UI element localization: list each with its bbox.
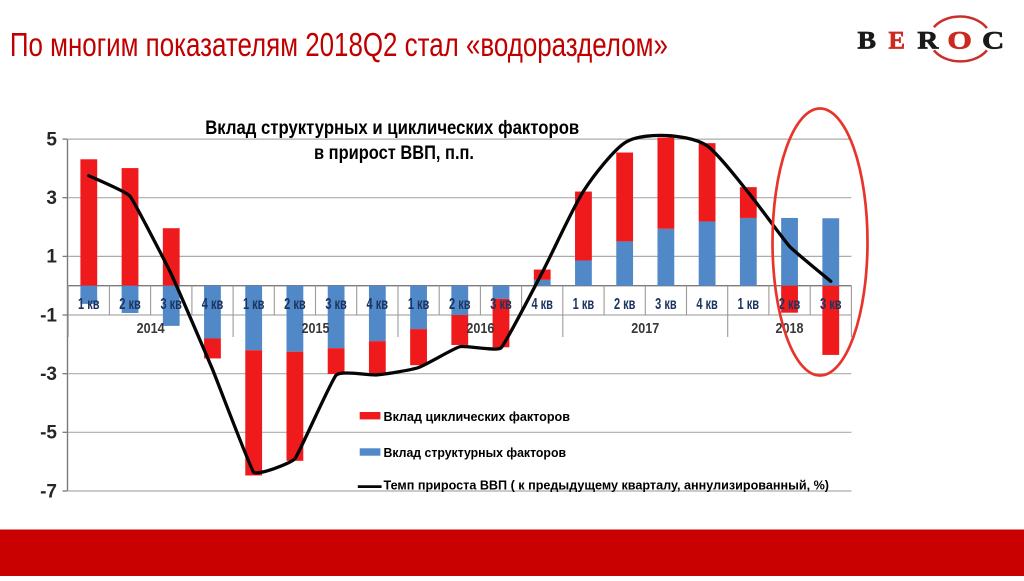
svg-text:R: R (917, 28, 939, 55)
svg-text:2 кв: 2 кв (119, 296, 141, 313)
svg-text:2014: 2014 (137, 321, 165, 337)
svg-text:2017: 2017 (631, 321, 659, 337)
svg-text:2 кв: 2 кв (284, 296, 306, 313)
svg-text:2015: 2015 (302, 321, 330, 337)
svg-text:1 кв: 1 кв (738, 296, 760, 313)
svg-text:3 кв: 3 кв (160, 296, 182, 313)
svg-text:1 кв: 1 кв (573, 296, 595, 313)
svg-text:2 кв: 2 кв (614, 296, 636, 313)
svg-text:-1: -1 (40, 305, 57, 326)
svg-text:2018: 2018 (776, 321, 804, 337)
svg-text:3 кв: 3 кв (325, 296, 347, 313)
svg-text:2 кв: 2 кв (449, 296, 471, 313)
svg-text:4 кв: 4 кв (696, 296, 718, 313)
svg-text:1 кв: 1 кв (408, 296, 430, 313)
svg-text:C: C (982, 28, 1004, 55)
svg-text:-5: -5 (40, 423, 57, 444)
svg-text:в прирост ВВП, п.п.: в прирост ВВП, п.п. (314, 143, 474, 164)
svg-text:Темп прироста ВВП ( к предыдущ: Темп прироста ВВП ( к предыдущему кварта… (384, 478, 830, 493)
svg-text:4 кв: 4 кв (531, 296, 553, 313)
svg-text:1 кв: 1 кв (243, 296, 265, 313)
svg-text:1: 1 (46, 247, 57, 268)
svg-text:3: 3 (46, 188, 57, 209)
svg-text:4 кв: 4 кв (202, 296, 224, 313)
svg-text:Вклад структурных факторов: Вклад структурных факторов (384, 445, 567, 460)
svg-text:-3: -3 (40, 364, 57, 385)
svg-text:5: 5 (46, 129, 57, 150)
svg-text:Вклад структурных и циклически: Вклад структурных и циклических факторов (205, 118, 579, 139)
svg-text:B: B (858, 28, 877, 55)
svg-text:-7: -7 (40, 481, 57, 502)
svg-text:4 кв: 4 кв (367, 296, 389, 313)
svg-text:3 кв: 3 кв (820, 296, 842, 313)
svg-text:1 кв: 1 кв (78, 296, 100, 313)
svg-text:3 кв: 3 кв (490, 296, 512, 313)
svg-text:2016: 2016 (466, 321, 494, 337)
svg-text:3 кв: 3 кв (655, 296, 677, 313)
svg-text:O: O (947, 28, 972, 55)
svg-text:Вклад циклических факторов: Вклад циклических факторов (384, 409, 571, 424)
svg-text:E: E (888, 28, 905, 55)
svg-text:2 кв: 2 кв (779, 296, 801, 313)
svg-text:По многим показателям 2018Q2 с: По многим показателям 2018Q2 стал «водор… (10, 26, 668, 63)
